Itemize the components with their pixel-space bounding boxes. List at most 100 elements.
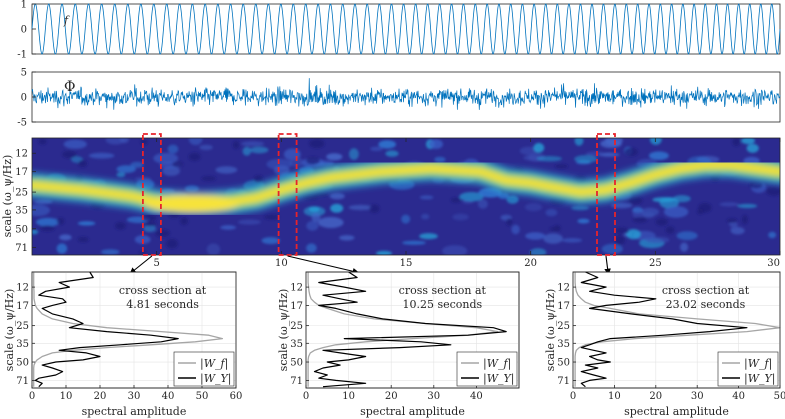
- texture-blob: [32, 229, 39, 235]
- texture-blob: [442, 245, 468, 255]
- texture-blob: [35, 217, 60, 227]
- cross-section-arrow: [287, 255, 360, 275]
- ytick-label: 25: [290, 321, 303, 332]
- texture-spot: [554, 225, 561, 232]
- legend-label: |W_Y|: [200, 372, 231, 386]
- xtick-label: 10: [342, 391, 355, 402]
- ridge-blob: [143, 194, 240, 213]
- texture-spot: [39, 225, 55, 232]
- cross-section-2: 0 10 20 30 40 12 17 25 35 50 71 spectral amplitude s…: [277, 271, 520, 418]
- xtick-label: 10: [608, 391, 621, 402]
- xtick-label: 5: [153, 258, 159, 269]
- texture-blob: [719, 202, 739, 207]
- ytick-label: 0: [21, 25, 27, 36]
- xtick-label: 30: [128, 391, 141, 402]
- panel-f-label: f: [63, 14, 70, 27]
- texture-blob: [376, 250, 392, 255]
- texture-spot: [614, 235, 626, 245]
- texture-blob: [642, 212, 655, 218]
- ytick-label: 17: [290, 301, 303, 312]
- ytick-label: 35: [557, 339, 570, 350]
- texture-blob: [370, 146, 383, 151]
- texture-spot: [726, 218, 738, 223]
- ytick-label: 17: [557, 301, 570, 312]
- panel-phi-yticks: -5 0 5: [17, 68, 36, 129]
- texture-spot: [166, 238, 178, 249]
- texture-blob: [601, 243, 623, 255]
- cross-section-1: 0 10 20 30 40 50 60 12 17 25 35 50 71 spectral amplit…: [3, 271, 243, 418]
- xtick-label: 20: [94, 391, 107, 402]
- texture-blob: [153, 152, 179, 164]
- texture-blob: [34, 199, 53, 204]
- texture-blob: [329, 193, 345, 200]
- texture-blob: [741, 138, 755, 145]
- ylabel: scale (ω_ψ/Hz): [3, 289, 16, 372]
- texture-blob: [536, 156, 562, 162]
- ytick-label: 71: [290, 376, 303, 387]
- series-line-wy: [313, 271, 507, 388]
- scalogram-ylabel: scale (ω_ψ/Hz): [1, 155, 14, 238]
- axes-border: [572, 271, 781, 389]
- texture-blob: [506, 195, 519, 204]
- ytick-label: 35: [16, 339, 29, 350]
- ylabel: scale (ω_ψ/Hz): [544, 289, 557, 372]
- texture-blob: [261, 237, 280, 245]
- cross-section-3: 0 10 20 30 40 50 12 17 25 35 50 71 spectral amplitud…: [544, 271, 785, 418]
- panel-phi-label: Φ: [64, 79, 75, 95]
- texture-blob: [543, 233, 563, 244]
- xtick-label: 40: [470, 391, 483, 402]
- texture-blob: [645, 236, 670, 244]
- series-line-wf: [307, 272, 499, 387]
- series-line-wf: [574, 272, 781, 387]
- legend-box: [456, 351, 518, 387]
- texture-blob: [378, 140, 397, 149]
- texture-blob: [249, 146, 269, 154]
- texture-spot: [309, 138, 325, 149]
- texture-spot: [172, 161, 184, 168]
- ytick-label: 12: [15, 149, 28, 160]
- texture-blob: [585, 151, 605, 157]
- texture-blob: [626, 229, 641, 240]
- texture-blob: [673, 195, 691, 203]
- texture-blob: [737, 203, 758, 209]
- texture-blob: [199, 144, 213, 151]
- texture-blob: [116, 165, 136, 174]
- texture-blob: [452, 213, 469, 221]
- texture-spot: [506, 218, 513, 226]
- annotation-line-2: 23.02 seconds: [666, 298, 746, 311]
- texture-blob: [242, 146, 251, 156]
- texture-blob: [348, 204, 373, 211]
- texture-blob: [545, 208, 558, 217]
- legend-label: |W_f|: [200, 357, 228, 371]
- texture-blob: [330, 203, 344, 213]
- texture-spot: [62, 150, 77, 159]
- texture-blob: [311, 212, 321, 223]
- xtick-label: 20: [385, 391, 398, 402]
- xtick-label: 10: [60, 391, 73, 402]
- ylabel: scale (ω_ψ/Hz): [277, 289, 290, 372]
- texture-blob: [77, 221, 96, 226]
- xlabel: spectral amplitude: [360, 405, 465, 418]
- xlabel: spectral amplitude: [624, 405, 729, 418]
- texture-blob: [730, 225, 740, 232]
- texture-blob: [130, 161, 144, 168]
- cross-section-marker: [141, 133, 162, 256]
- texture-blob: [306, 243, 317, 253]
- texture-spot: [655, 218, 668, 226]
- ytick-label: 17: [15, 167, 28, 178]
- texture-spot: [142, 214, 157, 222]
- texture-blob: [401, 214, 411, 224]
- scalogram-xticks: 5 10 15 20 25 30: [153, 138, 781, 269]
- xtick-label: 40: [732, 391, 745, 402]
- xtick-label: 60: [230, 391, 243, 402]
- texture-blob: [571, 205, 589, 211]
- ytick-label: 71: [15, 243, 28, 254]
- ytick-label: 25: [16, 321, 29, 332]
- texture-blob: [511, 224, 520, 235]
- texture-blob: [533, 142, 545, 153]
- texture-blob: [574, 155, 598, 163]
- texture-blob: [768, 231, 777, 239]
- panel-phi: -5 0 5 Φ: [17, 68, 781, 129]
- legend-box: [717, 351, 779, 387]
